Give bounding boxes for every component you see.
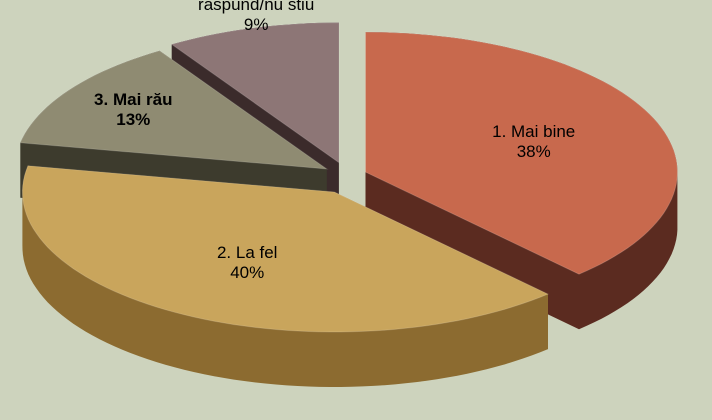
slice xyxy=(170,22,340,164)
value-label: 38% xyxy=(516,142,551,162)
slice xyxy=(365,31,678,275)
category-label: 2. La fel xyxy=(216,243,278,263)
category-label: 1. Mai bine xyxy=(492,122,576,142)
value-label: 40% xyxy=(230,263,265,283)
slice xyxy=(19,50,329,170)
value-label: 13% xyxy=(116,109,151,129)
slice xyxy=(21,165,550,333)
category-label: 3. Mai rău xyxy=(94,89,173,109)
slice-label: 3. Mai rău 13% xyxy=(53,90,213,130)
slice-label: 2. La fel 40% xyxy=(167,243,327,283)
value-label: 9% xyxy=(243,14,269,34)
category-label: 9. Nu raspund/nu stiu xyxy=(198,0,315,14)
slice-label: 1. Mai bine 38% xyxy=(454,122,614,162)
